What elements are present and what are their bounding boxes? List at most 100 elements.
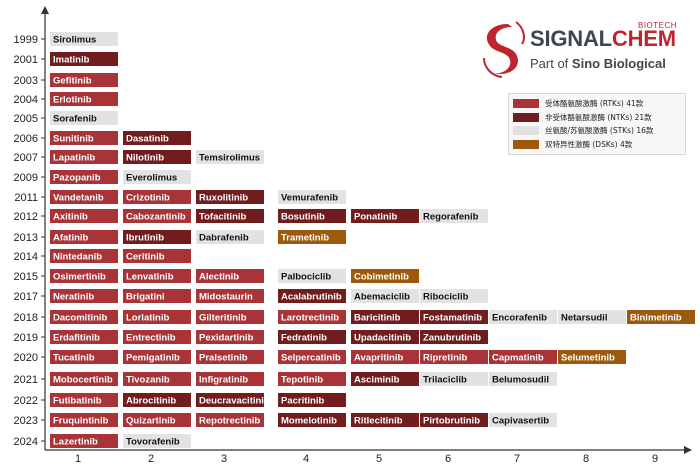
drug-box (196, 413, 264, 427)
drug-label: Regorafenib (423, 212, 479, 223)
chart-legend: 受体酪氨酸激酶 (RTKs) 41款 非受体酪氨酸激酶 (NTKs) 21款 丝… (508, 93, 686, 155)
drug-label: Pacritinib (281, 396, 324, 407)
drug-box (489, 372, 557, 386)
drug-label: Brigatini (126, 292, 165, 303)
drug-box (278, 413, 346, 427)
drug-label: Dasatinib (126, 134, 169, 145)
drug-box (420, 413, 488, 427)
drug-label: Trilaciclib (423, 375, 467, 386)
year-label: 2020 (14, 352, 38, 364)
year-label: 2004 (14, 94, 38, 106)
drug-box (196, 330, 264, 344)
signalchem-logo-mark-icon (483, 21, 525, 78)
drug-label: Futibatinib (53, 396, 102, 407)
drug-label: Pemigatinib (126, 353, 180, 364)
drug-box (196, 269, 264, 283)
drug-label: Selumetinib (561, 353, 615, 364)
drug-box (196, 209, 264, 223)
drug-box (351, 330, 419, 344)
x-tick-label: 8 (583, 453, 589, 465)
drug-box (123, 393, 191, 407)
drug-label: Lorlatinib (126, 313, 169, 324)
year-label: 2018 (14, 312, 38, 324)
drug-box (50, 310, 118, 324)
logo-brand-part2: CHEM (611, 26, 676, 51)
legend-item-ntk: 非受体酪氨酸激酶 (NTKs) 21款 (513, 111, 681, 125)
drug-label: Nintedanib (53, 252, 102, 263)
drug-box (278, 372, 346, 386)
drug-label: Tivozanib (126, 375, 170, 386)
drug-label: Dacomitinib (53, 313, 108, 324)
drug-box (351, 289, 419, 303)
drug-label: Ponatinib (354, 212, 397, 223)
drug-box (278, 289, 346, 303)
drug-box (123, 434, 191, 448)
drug-label: Gilteritinib (199, 313, 247, 324)
drug-box (351, 269, 419, 283)
drug-label: Acalabrutinib (281, 292, 342, 303)
drug-box (489, 413, 557, 427)
drug-box (50, 289, 118, 303)
drug-label: Netarsudil (561, 313, 607, 324)
drug-box (420, 209, 488, 223)
x-tick-label: 1 (75, 453, 81, 465)
logo-tagline-bold: Sino Biological (571, 56, 666, 71)
drug-box (50, 434, 118, 448)
drug-label: Momelotinib (281, 416, 337, 427)
drug-box (278, 269, 346, 283)
x-tick-label: 4 (303, 453, 309, 465)
drug-box (123, 350, 191, 364)
drug-box (278, 230, 346, 244)
drug-label: Everolimus (126, 173, 177, 184)
year-label: 2005 (14, 113, 38, 125)
drug-label: Ripretinib (423, 353, 468, 364)
drug-box (123, 190, 191, 204)
drug-label: Binimetinib (630, 313, 682, 324)
drug-box (50, 350, 118, 364)
drug-label: Fedratinib (281, 333, 327, 344)
drug-label: Temsirolimus (199, 153, 260, 164)
drug-label: Belumosudil (492, 375, 549, 386)
year-label: 2019 (14, 332, 38, 344)
drug-label: Baricitinib (354, 313, 401, 324)
y-axis-arrow-icon (41, 6, 49, 14)
drug-box (50, 209, 118, 223)
legend-swatch-rtk (513, 99, 539, 109)
drug-box (278, 330, 346, 344)
drug-label: Lapatinib (53, 153, 95, 164)
drug-label: Vandetanib (53, 193, 104, 204)
logo-tagline: Part of Sino Biological (530, 56, 666, 71)
drug-label: Capmatinib (492, 353, 544, 364)
year-label: 2022 (14, 395, 38, 407)
drug-label: Abrocitinib (126, 396, 176, 407)
drug-label: Tucatinib (53, 353, 95, 364)
year-label: 2017 (14, 291, 38, 303)
drug-label: Deucravacitinib (199, 396, 270, 407)
drug-box (196, 310, 264, 324)
legend-swatch-ntk (513, 112, 539, 122)
drug-label: Upadacitinib (354, 333, 411, 344)
drug-box (50, 170, 118, 184)
drug-box (123, 170, 191, 184)
logo-brand-part1: SIGNAL (530, 26, 612, 51)
drug-label: Imatinib (53, 55, 90, 66)
drug-box (50, 190, 118, 204)
drug-label: Osimertinib (53, 272, 106, 283)
drug-label: Gefitinib (53, 76, 92, 87)
drug-label: Mobocertinib (53, 375, 113, 386)
drug-label: Sorafenib (53, 114, 97, 125)
drug-label: Tofacitinib (199, 212, 247, 223)
drug-label: Ruxolitinib (199, 193, 248, 204)
drug-label: Erlotinib (53, 95, 92, 106)
drug-box (489, 310, 557, 324)
drug-box (278, 209, 346, 223)
drug-box (50, 269, 118, 283)
drug-label: Encorafenib (492, 313, 547, 324)
drug-box (50, 372, 118, 386)
drug-box (50, 52, 118, 66)
signalchem-logo: BIOTECH SIGNALCHEM Part of Sino Biologic… (478, 18, 698, 80)
drug-box (123, 269, 191, 283)
drug-box (50, 131, 118, 145)
logo-brand-name: SIGNALCHEM (530, 26, 676, 52)
legend-item-rtk: 受体酪氨酸激酶 (RTKs) 41款 (513, 97, 681, 111)
